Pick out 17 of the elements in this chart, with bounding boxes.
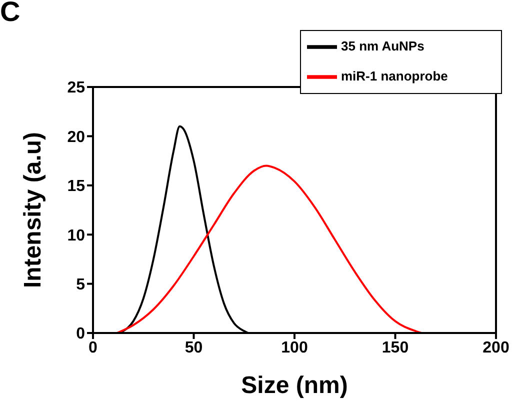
line-series bbox=[116, 164, 422, 333]
legend-label: 35 nm AuNPs bbox=[341, 38, 424, 54]
y-axis-title: Intensity (a.u) bbox=[20, 132, 47, 288]
y-tick-label: 20 bbox=[67, 128, 86, 146]
x-tick-label: 100 bbox=[281, 339, 308, 356]
y-tick-label: 5 bbox=[76, 276, 86, 294]
x-tick-label: 0 bbox=[88, 339, 98, 356]
y-tick-label: 0 bbox=[76, 326, 86, 343]
x-tick-label: 200 bbox=[482, 339, 510, 356]
y-tick-label: 25 bbox=[67, 80, 86, 97]
legend-label: miR-1 nanoprobe bbox=[341, 68, 448, 84]
x-tick-label: 50 bbox=[184, 339, 203, 356]
y-tick-label: 15 bbox=[67, 178, 86, 196]
text: C bbox=[0, 0, 20, 28]
y-tick-label: 10 bbox=[67, 227, 86, 244]
x-axis-title: Size (nm) bbox=[241, 372, 348, 399]
x-tick-label: 150 bbox=[382, 339, 409, 356]
